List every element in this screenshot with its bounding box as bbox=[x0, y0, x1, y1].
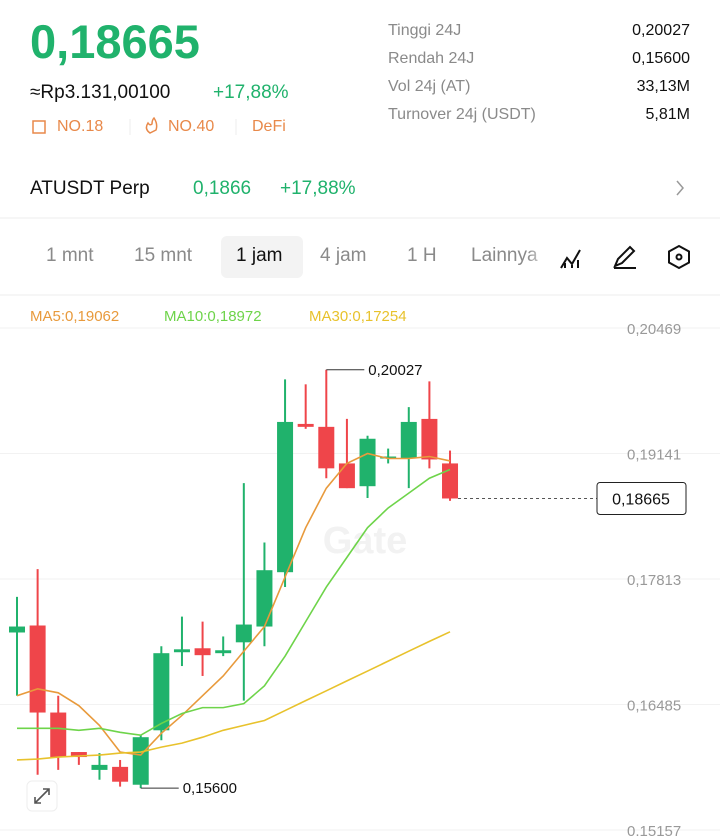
y-tick-label: 0,20469 bbox=[627, 321, 681, 338]
stat-value: 0,20027 bbox=[632, 22, 690, 39]
hot-icon bbox=[145, 116, 158, 134]
stat-label: Turnover 24j (USDT) bbox=[388, 106, 536, 123]
chevron[interactable] bbox=[676, 180, 684, 196]
candle-body bbox=[194, 648, 211, 656]
rank-icon bbox=[32, 120, 46, 134]
candle-body bbox=[235, 624, 252, 643]
contract-change: +17,88% bbox=[280, 178, 356, 199]
candle-body bbox=[359, 438, 376, 487]
fiat-price: ≈Rp3.131,00100 bbox=[30, 82, 171, 103]
tab[interactable]: 1 jam bbox=[236, 245, 283, 266]
tab[interactable]: Lainnya bbox=[471, 245, 538, 266]
ma-line bbox=[16, 452, 451, 756]
indicator-icon[interactable] bbox=[560, 249, 581, 269]
candle-body bbox=[421, 418, 438, 460]
change: +17,88% bbox=[213, 82, 289, 103]
candle-body bbox=[256, 570, 273, 627]
candle-body bbox=[380, 456, 397, 459]
legend-label: MA30:0,17254 bbox=[309, 308, 407, 325]
candle-body bbox=[70, 752, 87, 758]
candle-body bbox=[338, 463, 355, 489]
candle-body bbox=[318, 426, 335, 469]
stat-label: Tinggi 24J bbox=[388, 22, 462, 39]
tab[interactable]: 4 jam bbox=[320, 245, 367, 266]
contract-name[interactable]: ATUSDT Perp bbox=[30, 178, 150, 199]
candle-body bbox=[277, 421, 294, 573]
candle-body bbox=[9, 626, 25, 633]
candle-body bbox=[112, 766, 129, 782]
tab[interactable]: 15 mnt bbox=[134, 245, 193, 266]
tag: DeFi bbox=[252, 118, 286, 135]
stat-value: 33,13M bbox=[636, 78, 690, 95]
ma-line bbox=[16, 631, 451, 761]
stat-label: Vol 24j (AT) bbox=[388, 78, 471, 95]
last-price-box bbox=[596, 481, 687, 515]
candle-body bbox=[442, 463, 459, 499]
watermark: Gate bbox=[323, 520, 407, 562]
candle-body bbox=[91, 764, 108, 770]
annotation-label: 0,15600 bbox=[183, 780, 237, 797]
tag: NO.40 bbox=[168, 118, 215, 135]
stat-label: Rendah 24J bbox=[388, 50, 475, 67]
candle-body bbox=[173, 649, 190, 653]
tab-highlight bbox=[221, 236, 303, 278]
tab[interactable]: 1 H bbox=[407, 245, 437, 266]
candle-body bbox=[400, 421, 417, 459]
candle-body bbox=[297, 423, 314, 427]
candle-body bbox=[132, 737, 149, 785]
tag-icons bbox=[32, 116, 237, 135]
last-price-label: 0,18665 bbox=[612, 491, 670, 508]
contract-price: 0,1866 bbox=[193, 178, 252, 199]
y-tick-label: 0,19141 bbox=[627, 447, 681, 464]
candle-body bbox=[29, 625, 46, 713]
tab[interactable]: 1 mnt bbox=[46, 245, 94, 266]
stat-value: 5,81M bbox=[645, 106, 690, 123]
candle-body bbox=[50, 712, 67, 758]
candle-body bbox=[215, 650, 232, 654]
ma-line bbox=[17, 468, 451, 737]
draw-icon[interactable] bbox=[613, 245, 636, 269]
expand-button[interactable] bbox=[26, 780, 58, 812]
y-tick-label: 0,16485 bbox=[627, 698, 681, 715]
legend-label: MA10:0,18972 bbox=[164, 308, 262, 325]
price: 0,18665 bbox=[30, 15, 200, 68]
y-tick-label: 0,15157 bbox=[627, 823, 681, 836]
legend-label: MA5:0,19062 bbox=[30, 308, 119, 325]
tag: NO.18 bbox=[57, 118, 104, 135]
annotation-label: 0,20027 bbox=[368, 362, 422, 379]
candle-body bbox=[153, 653, 170, 731]
settings-icon[interactable] bbox=[668, 244, 690, 270]
y-tick-label: 0,17813 bbox=[627, 572, 681, 589]
stat-value: 0,15600 bbox=[632, 50, 690, 67]
